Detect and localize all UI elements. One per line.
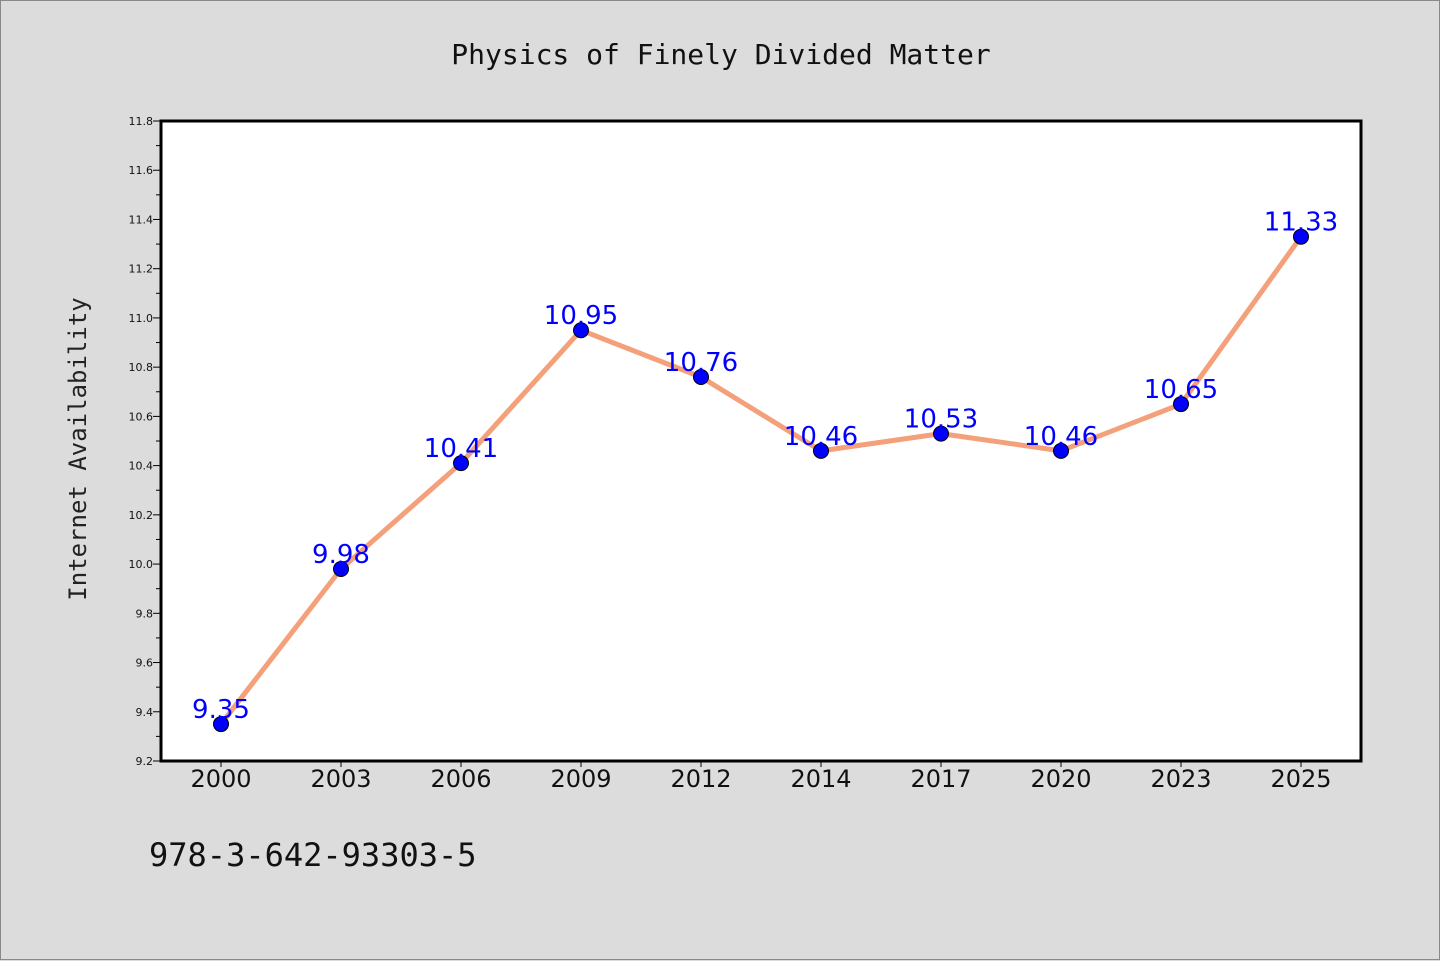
y-axis-ticks: 9.2 9.4 9.6 9.8 10.0 10.2 10.4 10.6 10.8 11.0 11.2… [129,115,161,768]
y-tick-label: 11.2 [129,263,154,276]
y-tick-label: 10.6 [129,410,154,423]
x-tick-label: 2023 [1150,765,1211,793]
series-group: 9.35 9.98 10.41 10.95 10.76 10.46 10.53 10.46 10… [192,208,1338,733]
data-label: 10.46 [1024,422,1098,452]
x-tick-label: 2006 [430,765,491,793]
x-axis-ticks: 2000 2003 2006 2009 2012 2014 2017 2020 2023 2025 [190,761,1332,793]
y-tick-label: 11.4 [129,213,154,226]
plot-border [159,119,1363,763]
data-label: 10.76 [664,348,738,378]
plot-area [161,121,1361,761]
data-label: 11.33 [1264,208,1338,238]
x-tick-label: 2017 [910,765,971,793]
y-tick-label: 11.8 [129,115,154,128]
data-point [1293,228,1309,245]
x-tick-label: 2014 [790,765,851,793]
data-point [813,442,829,459]
x-tick-label: 2020 [1030,765,1091,793]
series-line [218,234,1304,727]
data-point [1173,396,1189,413]
x-tick-label: 2003 [310,765,371,793]
data-point [213,716,229,733]
data-label: 9.98 [312,540,370,570]
y-axis-label: Internet Availability [64,297,92,600]
data-point [1053,442,1069,459]
data-label: 10.46 [784,422,858,452]
data-point [933,425,949,442]
chart-title: Physics of Finely Divided Matter [451,38,990,71]
data-label: 10.95 [544,301,618,331]
y-tick-label: 10.2 [129,509,154,522]
data-label: 10.53 [904,405,978,435]
isbn-text: 978-3-642-93303-5 [149,836,477,874]
y-tick-label: 10.0 [129,558,154,571]
data-point [333,561,349,577]
x-tick-label: 2009 [550,765,611,793]
y-tick-label: 11.6 [129,164,154,177]
data-point [453,455,469,472]
y-tick-label: 10.8 [129,361,154,374]
y-tick-label: 9.8 [136,607,154,620]
y-tick-label: 10.4 [129,460,154,473]
y-tick-label: 9.6 [136,657,154,670]
y-tick-label: 9.2 [136,755,154,768]
x-tick-label: 2000 [190,765,251,793]
data-label: 10.41 [424,434,498,464]
x-tick-label: 2025 [1270,765,1331,793]
x-tick-label: 2012 [670,765,731,793]
y-tick-label: 11.0 [129,312,154,325]
data-point [573,322,589,339]
y-tick-label: 9.4 [136,706,154,719]
data-point [693,369,709,385]
data-label: 10.65 [1144,375,1218,405]
data-label: 9.35 [192,695,250,725]
